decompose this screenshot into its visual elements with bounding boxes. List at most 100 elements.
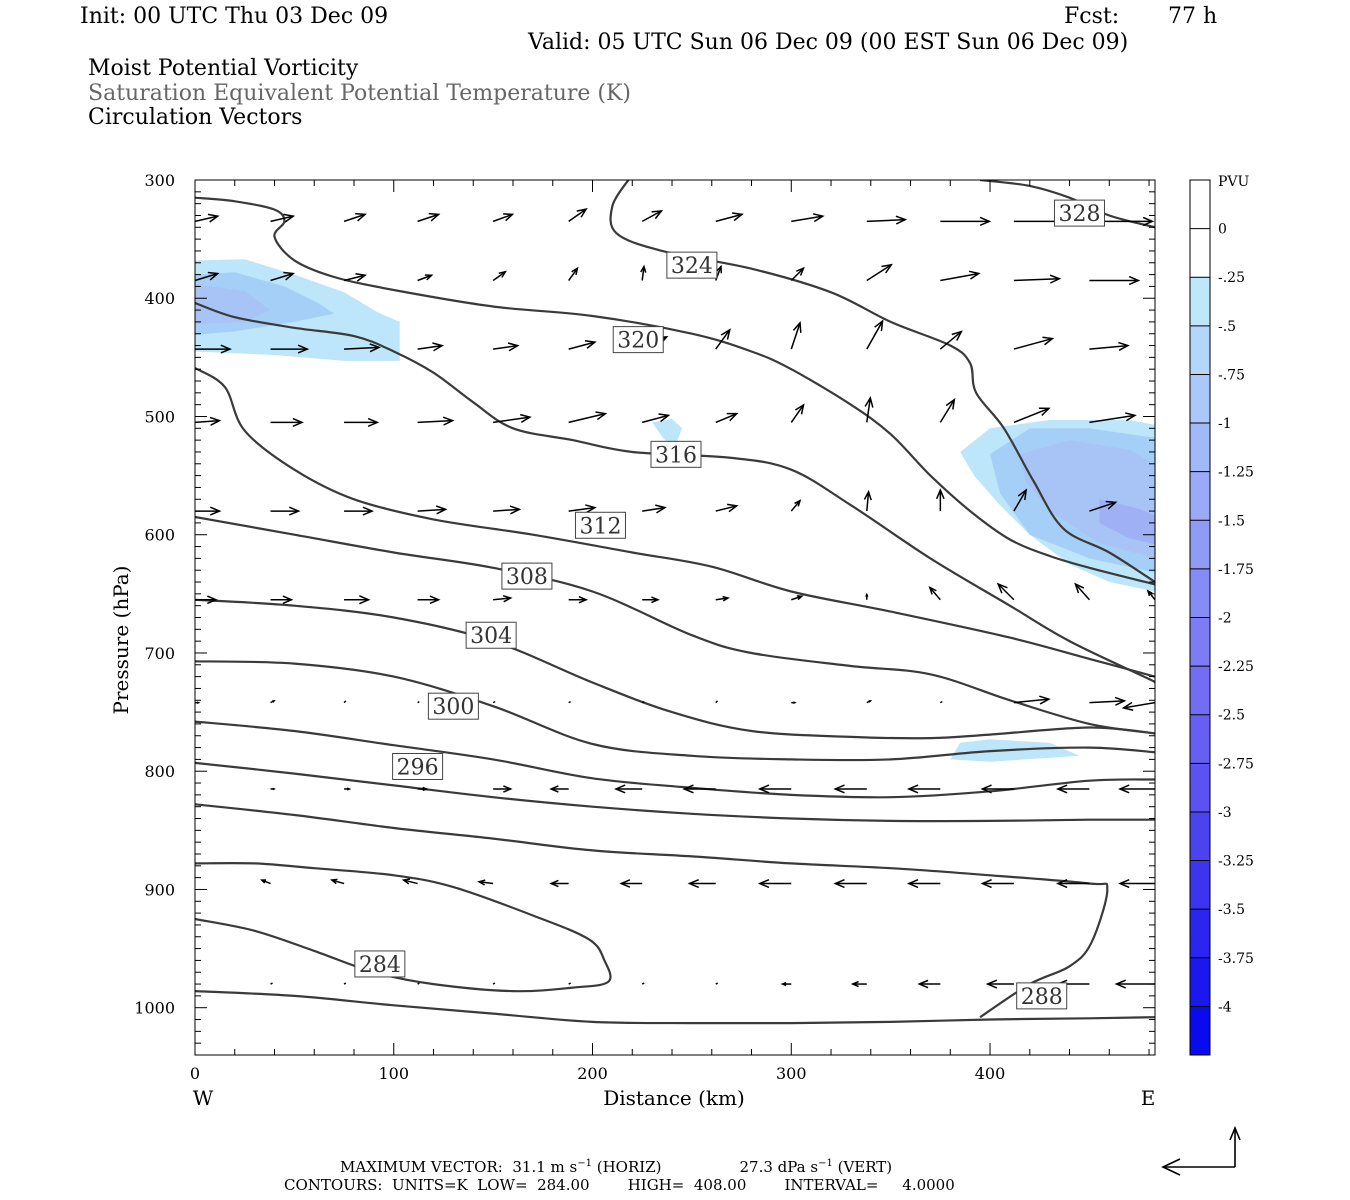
colorbar-swatch xyxy=(1190,374,1210,424)
y-tick-label: 500 xyxy=(144,407,175,426)
colorbar-label: -2.75 xyxy=(1218,756,1254,772)
circulation-vector xyxy=(270,271,296,282)
colorbar-swatch xyxy=(1190,520,1210,570)
circulation-vector xyxy=(1013,407,1051,424)
circulation-vector xyxy=(417,505,448,515)
colorbar-unit: PVU xyxy=(1218,174,1250,190)
contour-labels: 328 324 320 316 312 308 304 300 296 284 288 xyxy=(354,199,1105,1010)
circulation-vector xyxy=(939,330,963,350)
circulation-vector xyxy=(863,489,872,512)
circulation-vector xyxy=(1089,696,1127,706)
circulation-vector xyxy=(1118,878,1155,889)
colorbar-swatch xyxy=(1190,666,1210,716)
y-tick-label: 300 xyxy=(144,171,175,190)
circulation-vector xyxy=(568,266,579,281)
contour-label: 312 xyxy=(574,511,626,539)
circulation-vector xyxy=(1055,784,1090,794)
circulation-vector xyxy=(641,700,645,704)
circulation-vector xyxy=(682,784,716,794)
circulation-vector xyxy=(1118,784,1155,794)
theta-contour xyxy=(195,761,1155,823)
circulation-vector xyxy=(344,417,380,427)
valid-time: Valid: 05 UTC Sun 06 Dec 09 (00 EST Sun … xyxy=(528,30,1129,55)
circulation-vector xyxy=(194,213,220,223)
contour-label: 308 xyxy=(501,562,553,590)
colorbar-label: -1 xyxy=(1218,416,1232,432)
forecast-label: Fcst: xyxy=(1064,4,1120,29)
contour-label: 288 xyxy=(1016,982,1068,1010)
svg-text:300: 300 xyxy=(432,695,474,720)
circulation-vector xyxy=(417,274,434,282)
colorbar-swatch xyxy=(1190,568,1210,618)
circulation-vector xyxy=(417,595,441,605)
svg-text:296: 296 xyxy=(397,755,439,780)
colorbar-label: -.5 xyxy=(1218,319,1236,335)
pv-shading xyxy=(195,259,1155,762)
contour-label: 324 xyxy=(666,251,718,279)
colorbar-swatch xyxy=(1190,180,1210,230)
y-tick-label: 900 xyxy=(144,880,175,899)
circulation-vector xyxy=(417,416,455,426)
theta-contour xyxy=(195,990,1155,1025)
svg-text:288: 288 xyxy=(1021,985,1063,1010)
circulation-vector xyxy=(687,878,716,889)
circulation-vector xyxy=(642,596,660,604)
circulation-vector xyxy=(401,878,418,885)
init-time: Init: 00 UTC Thu 03 Dec 09 xyxy=(80,4,389,29)
y-tick-label: 400 xyxy=(144,289,175,308)
circulation-vector xyxy=(757,784,792,794)
theta-contour xyxy=(195,515,1155,735)
pv-region xyxy=(195,284,271,325)
contour-label: 284 xyxy=(354,950,406,978)
circulation-vector xyxy=(985,979,1014,989)
theta-contour xyxy=(609,180,1155,583)
circulation-vector xyxy=(790,321,802,350)
circulation-vector xyxy=(940,700,943,704)
circulation-vector xyxy=(344,506,374,516)
contour-label: 328 xyxy=(1053,199,1105,227)
x-tick-label: 200 xyxy=(577,1064,608,1083)
circulation-vector xyxy=(715,595,730,602)
circulation-vector xyxy=(270,417,304,427)
colorbar-swatch xyxy=(1190,423,1210,473)
circulation-vector xyxy=(493,785,513,793)
circulation-vector xyxy=(195,701,201,704)
x-tick-label: 100 xyxy=(378,1064,409,1083)
theta-contour xyxy=(195,598,1155,740)
circulation-vector xyxy=(715,982,719,985)
colorbar-label: -3.5 xyxy=(1218,902,1245,918)
circulation-vector xyxy=(850,980,867,988)
circulation-vector xyxy=(343,212,367,223)
circulation-vector xyxy=(343,273,367,282)
svg-text:328: 328 xyxy=(1058,202,1100,227)
circulation-vector xyxy=(549,785,569,793)
y-axis-label: Pressure (hPa) xyxy=(109,566,133,715)
circulation-vector xyxy=(757,878,792,889)
x-tick-label: 0 xyxy=(190,1064,200,1083)
circulation-vector xyxy=(568,700,572,704)
circulation-vector xyxy=(568,339,597,350)
circulation-vector xyxy=(715,212,744,223)
circulation-vector xyxy=(270,344,310,354)
svg-text:312: 312 xyxy=(579,514,621,539)
contour-label: 320 xyxy=(612,326,664,354)
circulation-vector xyxy=(417,342,445,352)
reference-vector xyxy=(1161,1125,1241,1176)
circulation-vector xyxy=(492,213,515,223)
colorbar-label: -3 xyxy=(1218,805,1232,821)
colorbar-swatch xyxy=(1190,471,1210,521)
pv-region xyxy=(1099,499,1155,545)
circulation-vector xyxy=(270,787,276,791)
circulation-vector xyxy=(864,395,874,423)
circulation-vector xyxy=(866,263,893,282)
circulation-vector xyxy=(642,413,671,424)
colorbar-swatch xyxy=(1190,860,1210,910)
colorbar-swatch xyxy=(1190,811,1210,862)
x-tick-label: 300 xyxy=(776,1064,807,1083)
y-tick-label: 800 xyxy=(144,762,175,781)
circulation-vector xyxy=(906,784,941,794)
circulation-vector xyxy=(417,982,420,985)
theta-contour xyxy=(979,180,1155,229)
circulation-vector xyxy=(715,328,731,350)
